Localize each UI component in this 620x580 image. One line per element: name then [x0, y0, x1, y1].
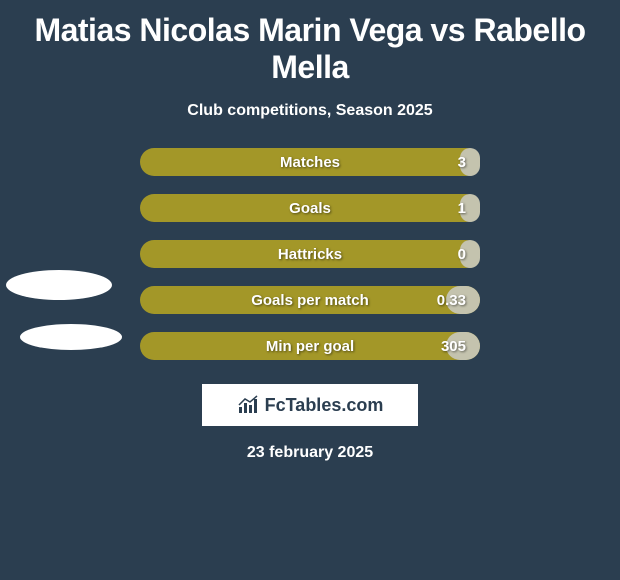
stat-bar-value: 0.33 [437, 292, 466, 309]
stat-bar-value: 1 [458, 200, 466, 217]
subtitle: Club competitions, Season 2025 [0, 90, 620, 148]
stat-bar-label: Goals [289, 200, 331, 217]
stat-bar-label: Min per goal [266, 338, 354, 355]
stat-bar-value: 3 [458, 154, 466, 171]
stat-bar: Goals per match 0.33 [140, 286, 480, 314]
stat-bar: Goals 1 [140, 194, 480, 222]
comparison-bars: Matches 3 Goals 1 Hattricks 0 Goals per match 0… [140, 148, 480, 360]
stat-bar: Matches 3 [140, 148, 480, 176]
logo-text: FcTables.com [265, 395, 384, 416]
player-left-oval-2 [20, 324, 122, 350]
stat-bar-label: Goals per match [251, 292, 369, 309]
player-left-oval-1 [6, 270, 112, 300]
stat-bar-label: Matches [280, 154, 340, 171]
page-title: Matias Nicolas Marin Vega vs Rabello Mel… [0, 0, 620, 90]
stat-bar: Min per goal 305 [140, 332, 480, 360]
stat-bar-value: 305 [441, 338, 466, 355]
stat-bar: Hattricks 0 [140, 240, 480, 268]
date-label: 23 february 2025 [0, 426, 620, 480]
stat-bar-label: Hattricks [278, 246, 342, 263]
logo-chart-icon [237, 395, 261, 415]
comparison-content: Matches 3 Goals 1 Hattricks 0 Goals per match 0… [0, 148, 620, 360]
logo-box: FcTables.com [202, 384, 418, 426]
stat-bar-value: 0 [458, 246, 466, 263]
